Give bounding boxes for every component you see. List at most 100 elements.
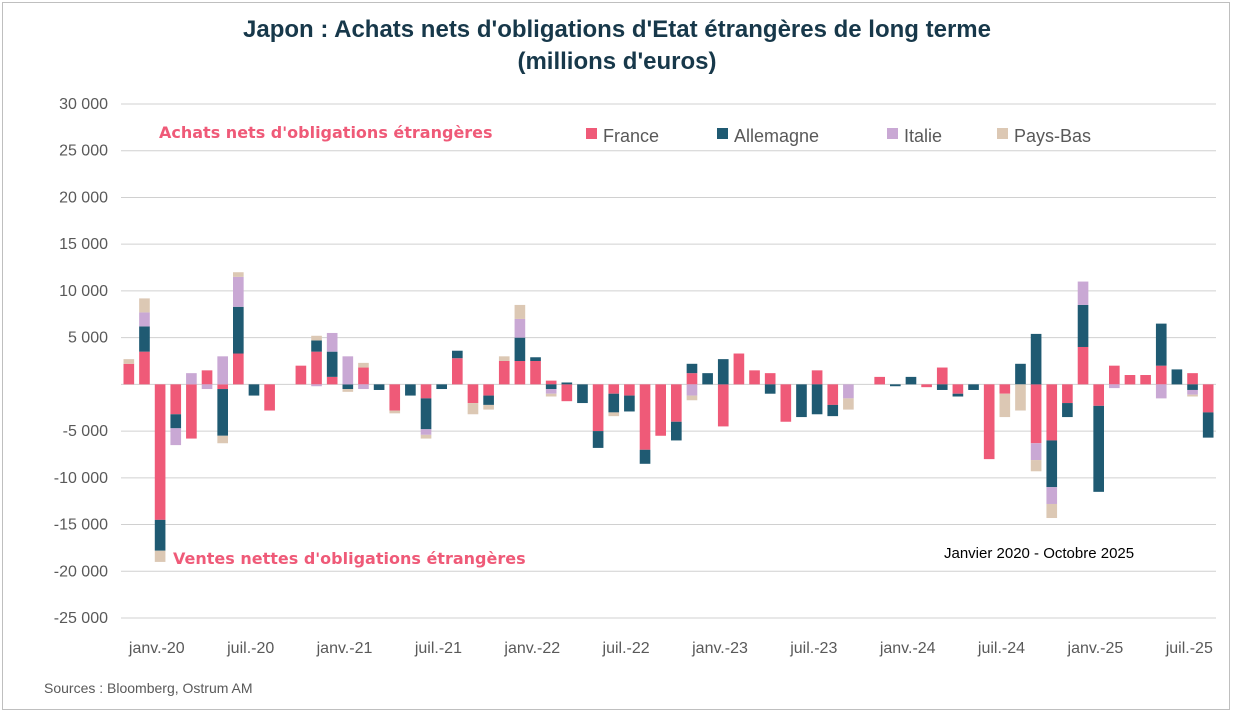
bar-france-2022-03 (530, 361, 541, 385)
bar-france-2022-10 (639, 384, 651, 450)
bar-allemagne-2021-09 (436, 384, 447, 390)
bar-allemagne-2023-09 (811, 384, 823, 415)
bar-italie-2020-04 (170, 428, 182, 446)
y-tick-label: 20 000 (59, 189, 108, 206)
x-tick-label: janv.-25 (1067, 640, 1124, 657)
bar-italie-2021-03 (342, 356, 354, 385)
bar-france-2023-09 (811, 370, 823, 385)
bar-allemagne-2024-10 (1015, 363, 1026, 385)
bar-france-2022-11 (655, 384, 666, 436)
bar-france-2021-04 (358, 367, 369, 385)
bar-allemagne-2024-06 (952, 393, 964, 397)
bar-pays-bas-2022-01 (498, 356, 510, 361)
bar-italie-2024-11 (1030, 443, 1042, 461)
bar-france-2024-12 (1046, 384, 1058, 441)
bar-france-2022-08 (608, 384, 620, 394)
bar-italie-2021-04 (358, 384, 369, 390)
bar-france-2024-06 (952, 384, 964, 394)
bar-allemagne-2023-02 (702, 373, 713, 385)
y-tick-label: -15 000 (54, 517, 108, 534)
bar-pays-bas-2025-09 (1187, 394, 1198, 397)
y-tick-label: -5 000 (63, 423, 108, 440)
bar-france-2022-05 (561, 384, 573, 402)
bar-allemagne-2021-01 (311, 340, 322, 352)
bar-france-2023-01 (686, 373, 698, 385)
bar-allemagne-2022-04 (545, 384, 557, 390)
legend-label: France (603, 126, 659, 146)
bar-france-2021-06 (389, 384, 401, 411)
bar-allemagne-2020-03 (154, 519, 166, 551)
bar-pays-bas-2022-08 (608, 412, 620, 417)
bar-allemagne-2024-03 (905, 376, 917, 385)
bar-italie-2024-12 (1046, 487, 1058, 504)
bar-allemagne-2025-10 (1202, 412, 1214, 438)
bar-allemagne-2021-02 (326, 351, 338, 377)
bar-allemagne-2022-02 (514, 337, 526, 361)
bar-allemagne-2022-05 (561, 382, 573, 385)
y-tick-label: 25 000 (59, 143, 108, 160)
bar-france-2025-05 (1124, 375, 1136, 385)
x-tick-label: janv.-23 (691, 640, 748, 657)
bar-italie-2025-09 (1187, 389, 1198, 395)
bar-france-2024-05 (936, 367, 948, 385)
bar-france-2025-09 (1187, 373, 1198, 385)
bar-allemagne-2022-10 (639, 449, 651, 464)
bar-pays-bas-2020-03 (154, 550, 166, 562)
legend-swatch (586, 128, 597, 139)
bar-italie-2020-05 (186, 373, 197, 385)
y-tick-label: -25 000 (54, 610, 108, 627)
bar-pays-bas-2022-02 (514, 304, 526, 319)
bar-italie-2025-04 (1109, 384, 1120, 389)
bar-allemagne-2020-02 (139, 326, 150, 352)
bar-france-2025-07 (1155, 365, 1167, 385)
bar-france-2023-06 (764, 373, 776, 385)
bar-allemagne-2022-09 (624, 395, 635, 412)
bar-italie-2022-04 (545, 389, 557, 394)
bar-allemagne-2021-10 (452, 350, 463, 359)
bar-france-2023-10 (827, 384, 839, 405)
y-tick-label: -20 000 (54, 563, 108, 580)
bar-france-2025-06 (1140, 375, 1151, 385)
x-tick-label: juil.-20 (226, 640, 274, 657)
bar-allemagne-2020-08 (233, 306, 244, 354)
bar-france-2024-04 (921, 384, 932, 388)
x-tick-label: janv.-20 (128, 640, 185, 657)
legend-label: Italie (904, 126, 942, 146)
bar-allemagne-2023-06 (764, 384, 776, 394)
bar-allemagne-2021-05 (373, 384, 385, 390)
y-tick-label: -10 000 (54, 470, 108, 487)
source-note: Sources : Bloomberg, Ostrum AM (44, 680, 253, 696)
x-tick-label: juil.-24 (977, 640, 1025, 657)
bar-france-2024-01 (874, 376, 885, 385)
bar-allemagne-2022-08 (608, 393, 620, 413)
bar-allemagne-2022-03 (530, 357, 541, 361)
bar-allemagne-2025-07 (1155, 323, 1167, 366)
bar-italie-2023-01 (686, 384, 698, 396)
bar-allemagne-2025-09 (1187, 384, 1198, 390)
bar-france-2020-04 (170, 384, 182, 415)
bar-france-2020-10 (264, 384, 275, 411)
bar-france-2021-12 (483, 384, 494, 396)
buy-annotation: Achats nets d'obligations étrangères (159, 123, 493, 142)
bar-pays-bas-2024-12 (1046, 503, 1058, 519)
y-tick-label: 5 000 (68, 330, 108, 347)
bar-france-2024-08 (983, 384, 995, 460)
bar-france-2021-08 (420, 384, 432, 399)
bar-pays-bas-2021-06 (389, 410, 401, 414)
grid-layer (121, 103, 1216, 619)
y-tick-label: 10 000 (59, 283, 108, 300)
bar-italie-2023-11 (843, 384, 854, 399)
legend-label: Pays-Bas (1014, 126, 1091, 146)
bar-france-2025-10 (1202, 384, 1214, 413)
bar-allemagne-2021-08 (420, 398, 432, 430)
x-tick-label: juil.-23 (789, 640, 837, 657)
y-tick-label: 30 000 (59, 96, 108, 113)
bar-france-2024-09 (999, 384, 1011, 394)
bar-allemagne-2022-07 (592, 431, 604, 448)
bar-pays-bas-2022-04 (545, 393, 557, 397)
sell-annotation: Ventes nettes d'obligations étrangères (173, 549, 526, 568)
bar-france-2021-01 (311, 351, 322, 385)
bar-allemagne-2024-05 (936, 384, 948, 390)
